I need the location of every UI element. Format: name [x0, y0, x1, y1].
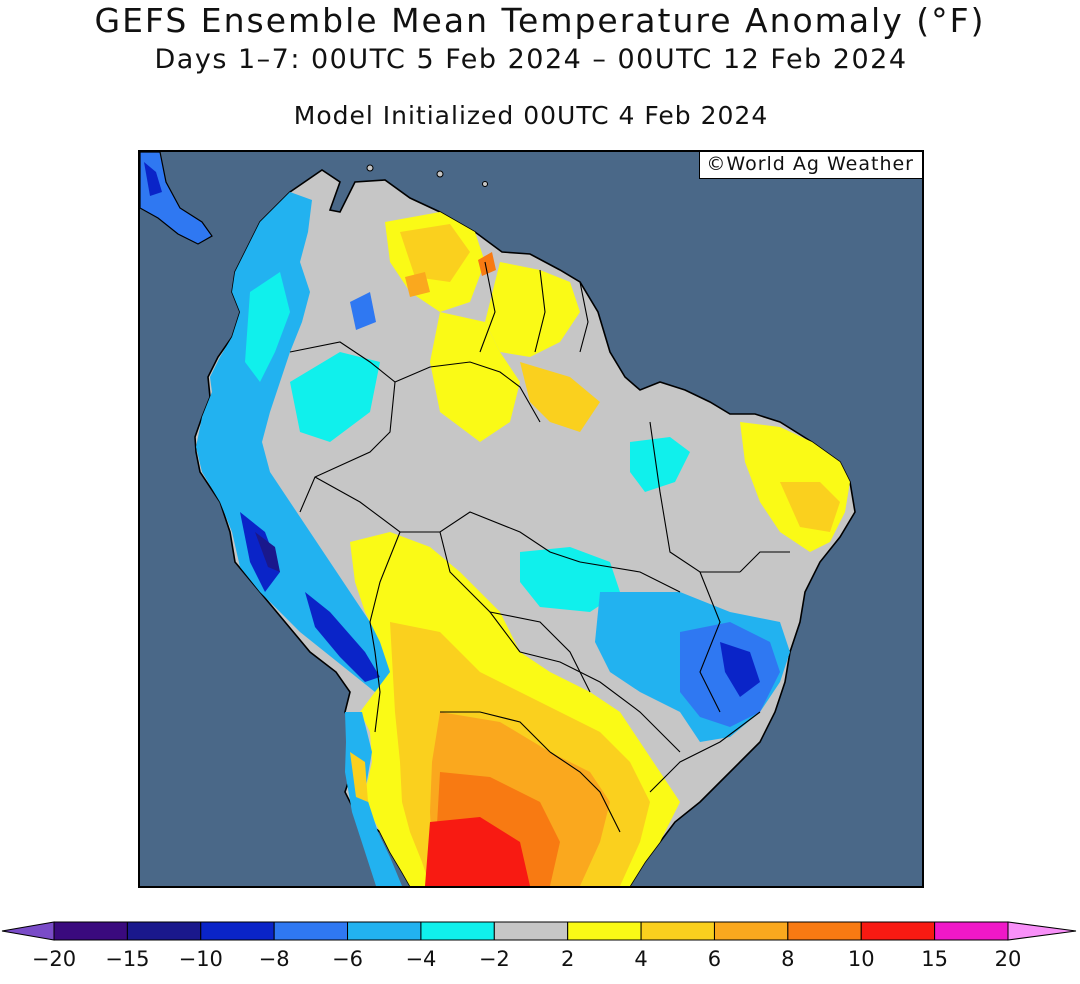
colorbar-high-arrow [1007, 921, 1077, 941]
venezuela-hot-spot [405, 272, 430, 297]
central-brazil-cool-area [630, 437, 690, 492]
ecuador-cool-area [290, 352, 380, 442]
colorbar-tick-label: −2 [479, 947, 510, 971]
mato-grosso-cool-area [520, 547, 620, 612]
chile-warm-patch [350, 752, 368, 802]
bolivia-andes-cold-core [305, 592, 380, 682]
colorbar-swatch [787, 921, 862, 941]
northeast-brazil-warmer-area [780, 482, 840, 532]
colorbar-swatch [713, 921, 789, 941]
colorbar-tick-label: 4 [634, 947, 647, 971]
colorbar-tick-label: −6 [332, 947, 363, 971]
colorbar-tick-label: 15 [921, 947, 948, 971]
venezuela-warmer-area [400, 224, 470, 282]
colorbar-swatch [493, 921, 569, 941]
country-borders [289, 261, 790, 833]
chile-coast-cool-strip [345, 712, 402, 886]
colorbar-swatch [126, 921, 202, 941]
guianas-warm-area [485, 262, 580, 357]
island [366, 164, 374, 172]
colorbar-swatch [420, 921, 495, 941]
colombia-cool-area [245, 272, 290, 382]
central-america-cold-patch [144, 162, 162, 196]
credit-label: ©World Ag Weather [699, 152, 922, 179]
guyana-hot-spot [478, 252, 496, 276]
argentina-extreme-warm-area [425, 817, 530, 886]
map-canvas [140, 152, 922, 886]
colorbar: −20 −15 −10 −8 −6 −4 −2 2 4 6 8 10 15 20 [1, 921, 1077, 971]
colorbar-swatch [200, 921, 275, 941]
colorbar-swatch [53, 921, 128, 941]
colorbar-tick-label: −4 [405, 947, 436, 971]
colorbar-swatches [1, 921, 1077, 941]
colorbar-tick-label: 2 [561, 947, 574, 971]
colorbar-low-arrow [1, 921, 55, 941]
map-title: GEFS Ensemble Mean Temperature Anomaly (… [94, 1, 986, 40]
model-init-label: Model Initialized 00UTC 4 Feb 2024 [293, 101, 769, 130]
colorbar-tick-label: 8 [781, 947, 794, 971]
colorbar-tick-label: −20 [32, 947, 76, 971]
colorbar-swatch [934, 921, 1009, 941]
colorbar-swatch [347, 921, 422, 941]
colorbar-tick-label: −8 [259, 947, 290, 971]
colombia-cold-core [350, 292, 376, 330]
northern-brazil-warm-area [430, 312, 520, 442]
colorbar-swatch [273, 921, 349, 941]
colorbar-swatch [860, 921, 936, 941]
colorbar-tick-label: −15 [105, 947, 149, 971]
colorbar-tick-label: 20 [995, 947, 1022, 971]
amapa-warm-area [520, 362, 600, 432]
island [482, 181, 488, 187]
map-subtitle: Days 1–7: 00UTC 5 Feb 2024 – 00UTC 12 Fe… [154, 44, 908, 75]
andes-cold-anomaly [196, 192, 402, 702]
deep-cold-core [255, 532, 280, 572]
colorbar-swatch [640, 921, 715, 941]
peru-cold-core [240, 512, 280, 592]
colorbar-labels: −20 −15 −10 −8 −6 −4 −2 2 4 6 8 10 15 20 [32, 947, 1022, 971]
colorbar-tick-label: 10 [848, 947, 875, 971]
island [436, 170, 444, 178]
colorbar-swatch [567, 921, 642, 941]
colorbar-tick-label: −10 [179, 947, 223, 971]
minas-gerais-cold-core [720, 642, 760, 697]
anomaly-map: ©World Ag Weather [138, 150, 924, 888]
central-america-landmass [140, 152, 213, 245]
colorbar-tick-label: 6 [708, 947, 721, 971]
